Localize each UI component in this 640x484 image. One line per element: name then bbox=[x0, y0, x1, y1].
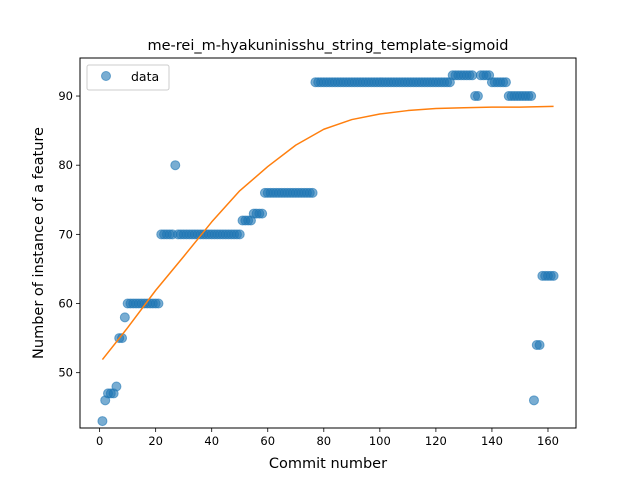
x-tick-label: 120 bbox=[425, 434, 447, 448]
data-point bbox=[548, 270, 559, 281]
x-tick-label: 100 bbox=[369, 434, 391, 448]
y-axis-ticks: 50 60 70 80 90 bbox=[58, 89, 80, 380]
legend-marker bbox=[101, 71, 111, 81]
data-point bbox=[307, 187, 318, 198]
x-tick-label: 80 bbox=[316, 434, 331, 448]
data-point bbox=[500, 77, 511, 88]
data-point bbox=[257, 208, 268, 219]
y-tick-label: 90 bbox=[58, 89, 73, 103]
x-tick-label: 160 bbox=[537, 434, 559, 448]
data-point bbox=[234, 229, 245, 240]
sigmoid-fit bbox=[101, 105, 554, 360]
data-point bbox=[472, 91, 483, 102]
data-point bbox=[153, 298, 164, 309]
data-point bbox=[526, 91, 537, 102]
data-points bbox=[97, 70, 559, 427]
x-tick-label: 40 bbox=[204, 434, 219, 448]
y-axis-label: Number of instance of a feature bbox=[31, 127, 47, 359]
y-tick-label: 50 bbox=[58, 366, 73, 380]
data-point bbox=[528, 395, 539, 406]
legend-label-data: data bbox=[131, 69, 159, 84]
chart-title: me-rei_m-hyakuninisshu_string_template-s… bbox=[147, 38, 508, 54]
data-point bbox=[119, 312, 130, 323]
data-point bbox=[467, 70, 478, 81]
data-point bbox=[97, 416, 108, 427]
y-tick-label: 60 bbox=[58, 297, 73, 311]
y-tick-label: 80 bbox=[58, 158, 73, 172]
y-tick-label: 70 bbox=[58, 227, 73, 241]
plot-frame bbox=[79, 57, 577, 429]
x-tick-label: 140 bbox=[481, 434, 503, 448]
data-point bbox=[534, 340, 545, 351]
x-axis-ticks: 0 20 40 60 80 100 120 140 160 bbox=[96, 428, 559, 448]
legend: data bbox=[86, 64, 170, 91]
fit-curve-line bbox=[101, 105, 554, 360]
x-tick-label: 0 bbox=[96, 434, 103, 448]
data-point bbox=[111, 381, 122, 392]
x-tick-label: 60 bbox=[260, 434, 275, 448]
data-point bbox=[170, 160, 181, 171]
x-axis-label: Commit number bbox=[269, 456, 387, 472]
x-tick-label: 20 bbox=[148, 434, 163, 448]
